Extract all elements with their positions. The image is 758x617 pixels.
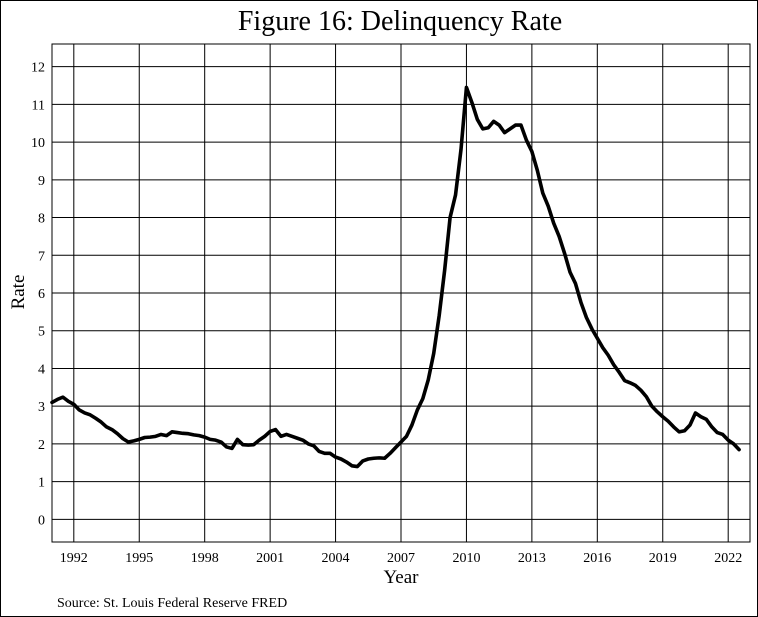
y-tick-label-11: 11 [32, 98, 45, 113]
y-tick-label-8: 8 [38, 212, 45, 227]
y-tick-label-12: 12 [31, 61, 45, 76]
x-tick-label-1995: 1995 [125, 551, 153, 566]
x-tick-label-2019: 2019 [649, 551, 677, 566]
chart-title: Figure 16: Delinquency Rate [238, 6, 562, 37]
x-tick-label-1992: 1992 [60, 551, 88, 566]
y-tick-label-10: 10 [31, 136, 45, 151]
x-tick-label-2010: 2010 [452, 551, 480, 566]
x-tick-label-2022: 2022 [714, 551, 742, 566]
x-axis-label: Year [383, 567, 419, 588]
source-note: Source: St. Louis Federal Reserve FRED [57, 596, 287, 611]
x-tick-label-2007: 2007 [387, 551, 415, 566]
x-tick-label-2004: 2004 [322, 551, 350, 566]
y-axis-label: Rate [8, 275, 29, 310]
tick-labels: 1992 1995 1998 2001 2004 2007 2010 2013 2016 2019… [31, 61, 742, 566]
x-tick-label-2013: 2013 [518, 551, 546, 566]
y-tick-label-1: 1 [38, 476, 45, 491]
y-tick-label-0: 0 [38, 513, 45, 528]
y-tick-label-9: 9 [38, 174, 45, 189]
x-tick-label-1998: 1998 [191, 551, 219, 566]
series-line-0 [50, 85, 741, 469]
y-tick-label-2: 2 [38, 438, 45, 453]
series-layer [50, 85, 741, 469]
grid-lines [52, 44, 750, 542]
y-tick-label-4: 4 [38, 362, 45, 377]
x-tick-label-2016: 2016 [583, 551, 611, 566]
x-tick-label-2001: 2001 [256, 551, 284, 566]
y-tick-label-3: 3 [38, 400, 45, 415]
plot-area-border [51, 43, 751, 543]
y-tick-label-7: 7 [38, 249, 45, 264]
y-tick-label-5: 5 [38, 325, 45, 340]
y-tick-label-6: 6 [38, 287, 45, 302]
